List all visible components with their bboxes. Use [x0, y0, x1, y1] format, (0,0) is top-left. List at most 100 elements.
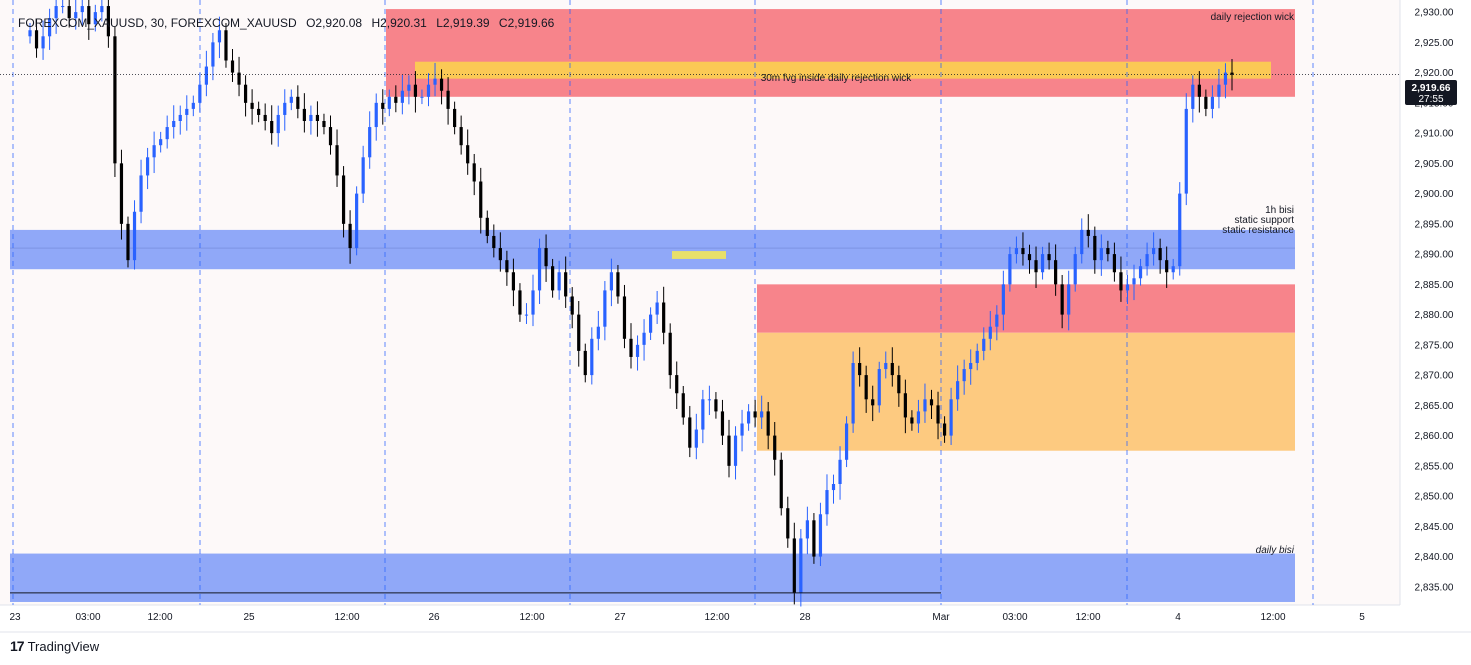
candle — [688, 405, 692, 458]
price-tick-label: 2,890.00 — [1415, 250, 1454, 261]
candle — [159, 131, 163, 153]
last-price-countdown: 27:55 — [1418, 94, 1443, 105]
candle — [374, 93, 378, 141]
tradingview-logo-text: TradingView — [27, 638, 100, 654]
candle — [1112, 242, 1117, 282]
zone-label-30m-fvg: 30m fvg inside daily rejection wick — [761, 73, 913, 84]
candle — [41, 20, 45, 60]
candle — [335, 129, 339, 187]
candle — [315, 101, 320, 137]
candle — [119, 149, 124, 240]
candle — [812, 513, 816, 564]
candle — [1014, 236, 1019, 264]
candle — [387, 89, 391, 117]
candle — [426, 73, 431, 107]
candle — [433, 62, 437, 97]
zone-red-2[interactable] — [757, 284, 1295, 333]
candle — [191, 95, 195, 117]
time-tick-label: 28 — [799, 612, 811, 623]
price-tick-label: 2,870.00 — [1415, 371, 1454, 382]
candle — [675, 361, 679, 409]
candle — [936, 391, 940, 440]
candle — [93, 4, 97, 32]
candle — [871, 385, 875, 422]
candle — [1223, 63, 1228, 99]
time-tick-label: 03:00 — [75, 612, 100, 623]
candle — [662, 286, 666, 345]
time-tick-label: 12:00 — [334, 612, 359, 623]
candle — [1171, 258, 1175, 280]
zone-label-1h-bisi: 1h bisi — [1265, 205, 1294, 216]
candle — [1217, 68, 1221, 109]
candle — [407, 75, 411, 105]
session-separators — [12, 0, 1314, 605]
candle — [740, 409, 744, 452]
candle — [217, 16, 222, 59]
price-axis[interactable]: 2,835.00 2,840.00 2,845.00 2,850.00 2,855.00… — [1415, 8, 1454, 594]
candle — [916, 399, 921, 433]
candle — [1125, 274, 1130, 305]
candle — [825, 474, 829, 526]
candle — [413, 71, 418, 113]
candle — [786, 496, 790, 548]
candle — [1152, 232, 1156, 266]
candle — [505, 250, 509, 286]
candle — [439, 69, 444, 105]
price-tick-label: 2,920.00 — [1415, 68, 1454, 79]
candle — [100, 0, 104, 22]
candle — [956, 365, 960, 411]
candle — [1099, 234, 1103, 276]
candle — [1191, 75, 1195, 123]
zone-label-static-resistance: static resistance — [1222, 225, 1294, 236]
time-tick-label: Mar — [932, 612, 950, 623]
candle — [577, 300, 581, 367]
candle — [224, 22, 228, 68]
candle — [988, 310, 992, 351]
candle — [995, 305, 999, 341]
overlay-layer — [0, 74, 1400, 594]
candle — [1021, 232, 1025, 266]
candle — [714, 392, 718, 419]
candle — [969, 349, 973, 385]
zone-daily-bisi[interactable] — [10, 553, 1295, 602]
time-axis[interactable]: 23 03:00 12:00 25 12:00 26 12:00 27 12:00 28 Mar 03… — [9, 612, 1365, 623]
candle — [381, 89, 385, 125]
candle — [681, 385, 685, 425]
price-tick-label: 2,860.00 — [1415, 431, 1454, 442]
legend-close: C2,919.66 — [498, 16, 555, 30]
symbol-legend[interactable]: FOREXCOM_XAUUSD, 30, FOREXCOM_XAUUSD O2,… — [18, 16, 560, 30]
candle — [400, 75, 404, 115]
candle — [302, 93, 306, 133]
tradingview-logo-icon: 17 — [10, 638, 25, 654]
candle — [1230, 58, 1234, 91]
candle — [145, 147, 150, 190]
candle — [67, 0, 71, 28]
candle — [74, 0, 78, 30]
candle — [511, 258, 516, 307]
candle — [355, 186, 359, 256]
candle — [1178, 182, 1182, 276]
zone-yellow_small-5[interactable] — [672, 251, 726, 259]
zone-daily-rejection-wick[interactable] — [386, 9, 1295, 97]
candle — [132, 200, 137, 270]
candle — [1138, 258, 1143, 286]
candle — [459, 115, 463, 155]
candle — [766, 402, 770, 450]
candle — [1204, 89, 1208, 117]
candle — [165, 115, 169, 149]
candle — [1073, 246, 1077, 292]
candle — [1197, 71, 1201, 113]
time-tick-label: 23 — [9, 612, 21, 623]
candle — [622, 284, 627, 349]
time-tick-label: 27 — [614, 612, 626, 623]
zone-orange-3[interactable] — [757, 332, 1295, 451]
candle — [629, 323, 633, 369]
candle — [113, 26, 117, 177]
candle — [1034, 246, 1038, 288]
price-tick-label: 2,875.00 — [1415, 340, 1454, 351]
candle — [746, 404, 751, 431]
candle — [877, 361, 881, 413]
tradingview-logo[interactable]: 17 TradingView — [10, 638, 99, 654]
candle — [851, 351, 855, 433]
